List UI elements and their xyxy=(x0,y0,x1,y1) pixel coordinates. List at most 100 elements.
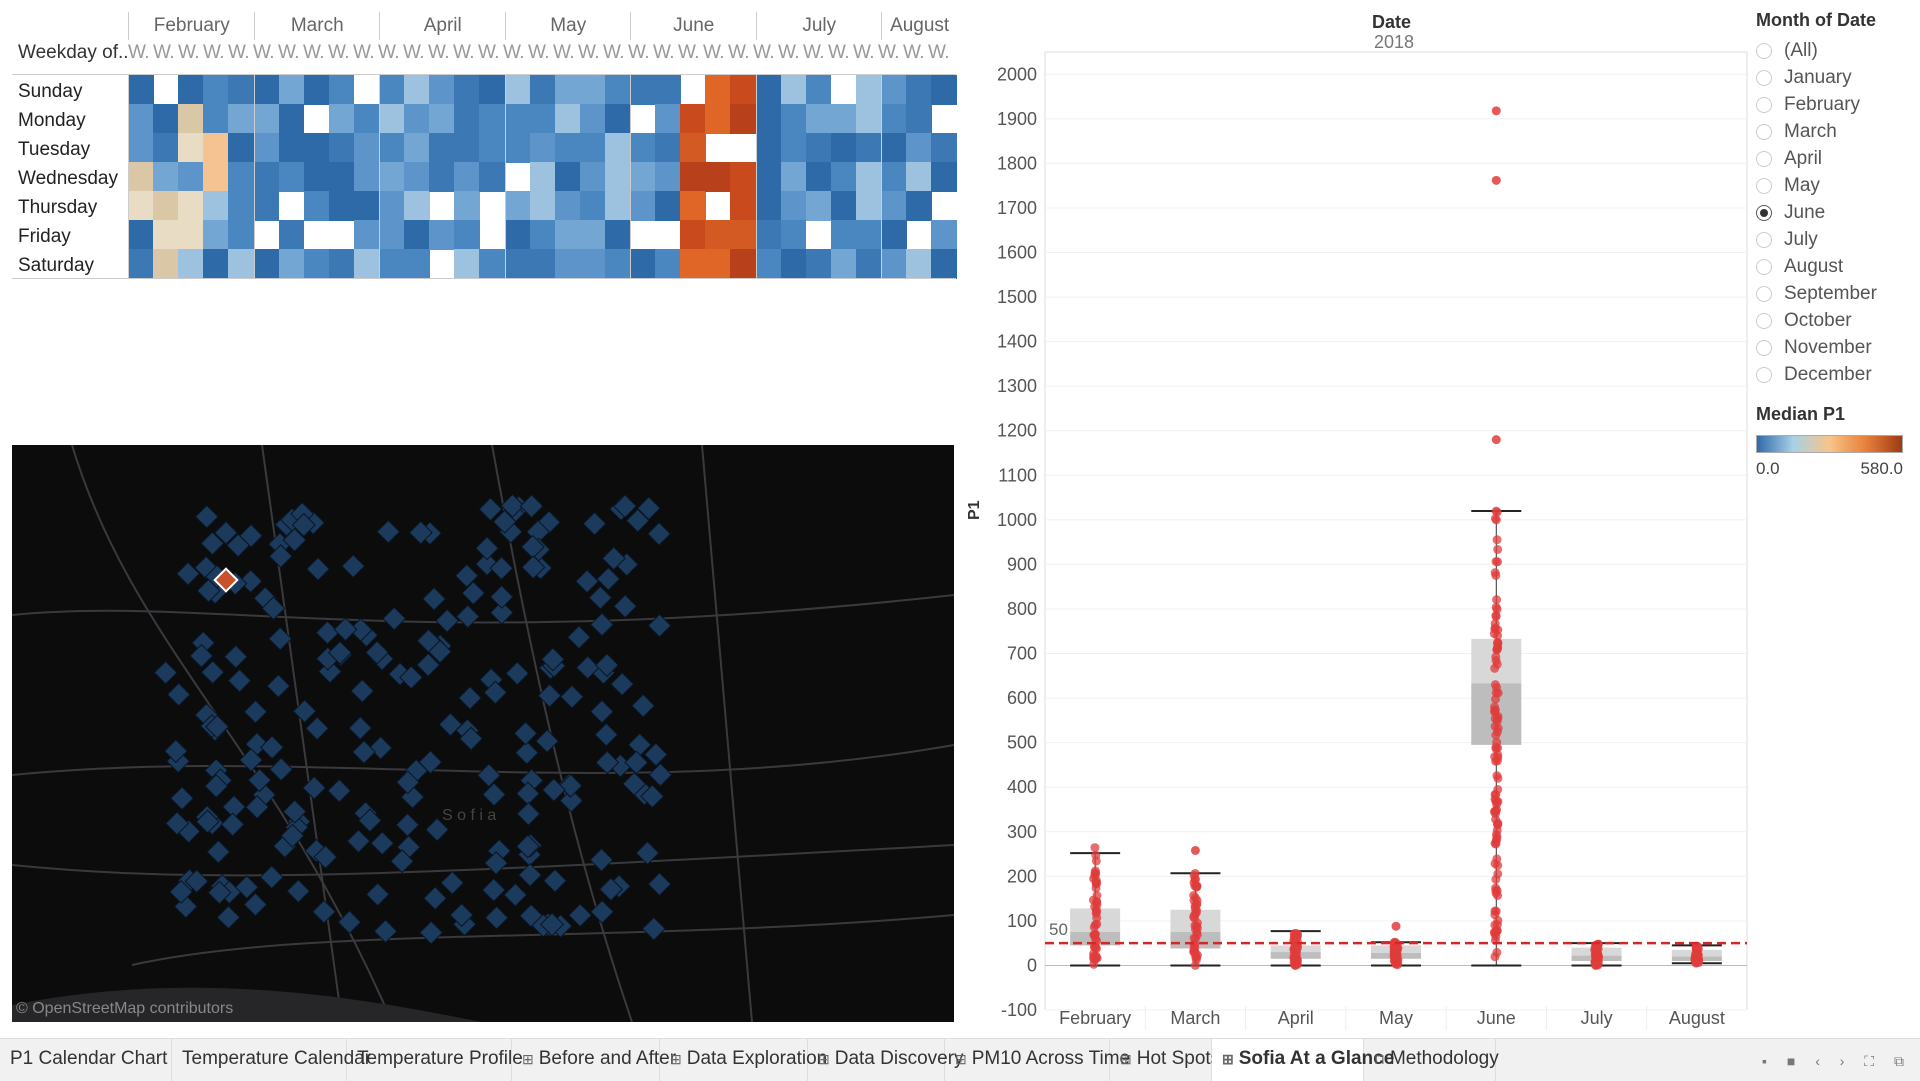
calendar-cell[interactable] xyxy=(178,249,204,279)
calendar-cell[interactable] xyxy=(579,75,606,105)
sensor-marker[interactable] xyxy=(582,511,607,536)
sensor-marker[interactable] xyxy=(558,773,583,798)
calendar-cell[interactable] xyxy=(228,133,254,163)
calendar-cell[interactable] xyxy=(303,162,330,192)
sensor-marker[interactable] xyxy=(268,626,293,651)
sensor-marker[interactable] xyxy=(311,899,337,924)
month-option[interactable]: August xyxy=(1756,253,1916,280)
radio-icon[interactable] xyxy=(1756,69,1772,86)
sensor-marker[interactable] xyxy=(595,750,620,775)
calendar-cell[interactable] xyxy=(529,104,556,134)
calendar-cell[interactable] xyxy=(554,220,581,250)
sensor-marker[interactable] xyxy=(519,494,544,519)
calendar-cell[interactable] xyxy=(379,191,405,221)
calendar-cell[interactable] xyxy=(655,162,681,192)
calendar-cell[interactable] xyxy=(153,133,179,163)
data-point[interactable] xyxy=(1190,868,1200,878)
tab-methodology[interactable]: ⊓ Methodology xyxy=(1364,1039,1499,1081)
calendar-cell[interactable] xyxy=(353,220,380,250)
data-point[interactable] xyxy=(1091,908,1101,918)
tab-temperature-profile[interactable]: Temperature Profile xyxy=(347,1039,523,1081)
calendar-cell[interactable] xyxy=(128,191,154,221)
sensor-marker[interactable] xyxy=(305,556,331,582)
sensor-marker[interactable] xyxy=(337,910,362,935)
calendar-cell[interactable] xyxy=(203,191,229,221)
calendar-cell[interactable] xyxy=(128,220,154,250)
sensor-marker[interactable] xyxy=(425,817,450,842)
calendar-cell[interactable] xyxy=(830,104,857,134)
data-point[interactable] xyxy=(1392,948,1402,958)
calendar-cell[interactable] xyxy=(730,191,756,221)
tab-pm10-across-time[interactable]: ⊞ PM10 Across Time xyxy=(945,1039,1130,1081)
sensor-marker[interactable] xyxy=(613,594,638,619)
calendar-cell[interactable] xyxy=(855,104,882,134)
data-point[interactable] xyxy=(1490,705,1500,715)
sensor-marker[interactable] xyxy=(170,786,195,811)
calendar-cell[interactable] xyxy=(479,249,505,279)
calendar-cell[interactable] xyxy=(454,75,480,105)
calendar-cell[interactable] xyxy=(203,162,229,192)
calendar-cell[interactable] xyxy=(604,191,631,221)
calendar-cell[interactable] xyxy=(203,249,229,279)
sensor-marker[interactable] xyxy=(589,612,614,637)
calendar-cell[interactable] xyxy=(780,75,807,105)
sensor-marker[interactable] xyxy=(590,899,615,924)
sensor-marker[interactable] xyxy=(541,777,566,803)
data-point[interactable] xyxy=(1491,874,1501,884)
sensor-marker[interactable] xyxy=(373,919,398,944)
calendar-cell[interactable] xyxy=(931,75,957,105)
sensor-marker[interactable] xyxy=(484,851,509,876)
calendar-cell[interactable] xyxy=(228,75,254,105)
calendar-cell[interactable] xyxy=(153,104,179,134)
sensor-marker[interactable] xyxy=(302,775,327,800)
sensor-marker[interactable] xyxy=(399,665,424,690)
calendar-cell[interactable] xyxy=(579,220,606,250)
sensor-marker[interactable] xyxy=(169,879,194,904)
calendar-cell[interactable] xyxy=(931,249,957,279)
sensor-marker[interactable] xyxy=(333,617,358,642)
calendar-cell[interactable] xyxy=(554,249,581,279)
calendar-cell[interactable] xyxy=(353,133,380,163)
sensor-marker[interactable] xyxy=(376,519,401,544)
sensor-marker[interactable] xyxy=(234,875,259,900)
calendar-cell[interactable] xyxy=(855,162,882,192)
sensor-marker[interactable] xyxy=(575,569,600,594)
data-point[interactable] xyxy=(1493,891,1503,901)
month-option[interactable]: July xyxy=(1756,226,1916,253)
sensor-marker[interactable] xyxy=(196,578,221,603)
sensor-marker[interactable] xyxy=(189,643,214,668)
data-point[interactable] xyxy=(1491,612,1501,622)
calendar-cell[interactable] xyxy=(379,249,405,279)
calendar-cell[interactable] xyxy=(805,133,832,163)
sensor-marker[interactable] xyxy=(223,644,248,669)
calendar-cell[interactable] xyxy=(353,162,380,192)
data-point[interactable] xyxy=(1491,730,1501,740)
calendar-cell[interactable] xyxy=(755,162,782,192)
sensor-marker[interactable] xyxy=(280,823,305,848)
month-option[interactable]: May xyxy=(1756,172,1916,199)
sensor-marker[interactable] xyxy=(200,660,225,685)
calendar-cell[interactable] xyxy=(178,133,204,163)
calendar-cell[interactable] xyxy=(680,104,706,134)
box-may[interactable] xyxy=(1371,921,1421,970)
sensor-marker[interactable] xyxy=(489,584,514,609)
data-point[interactable] xyxy=(1091,868,1101,878)
sensor-marker[interactable] xyxy=(514,740,539,765)
calendar-cell[interactable] xyxy=(253,133,280,163)
radio-icon[interactable] xyxy=(1756,96,1772,113)
sensor-marker[interactable] xyxy=(346,829,371,854)
calendar-cell[interactable] xyxy=(855,191,882,221)
sensor-marker[interactable] xyxy=(459,726,484,751)
sensor-marker[interactable] xyxy=(636,496,661,521)
calendar-cell[interactable] xyxy=(855,220,882,250)
calendar-cell[interactable] xyxy=(529,133,556,163)
radio-icon[interactable] xyxy=(1756,258,1772,275)
tab-p1-calendar-chart[interactable]: P1 Calendar Chart xyxy=(0,1039,172,1081)
calendar-cell[interactable] xyxy=(278,75,305,105)
calendar-cell[interactable] xyxy=(404,133,430,163)
calendar-cell[interactable] xyxy=(830,249,857,279)
calendar-cell[interactable] xyxy=(278,133,305,163)
data-point[interactable] xyxy=(1592,940,1602,950)
sensor-marker[interactable] xyxy=(476,763,501,788)
data-point[interactable] xyxy=(1090,920,1100,930)
